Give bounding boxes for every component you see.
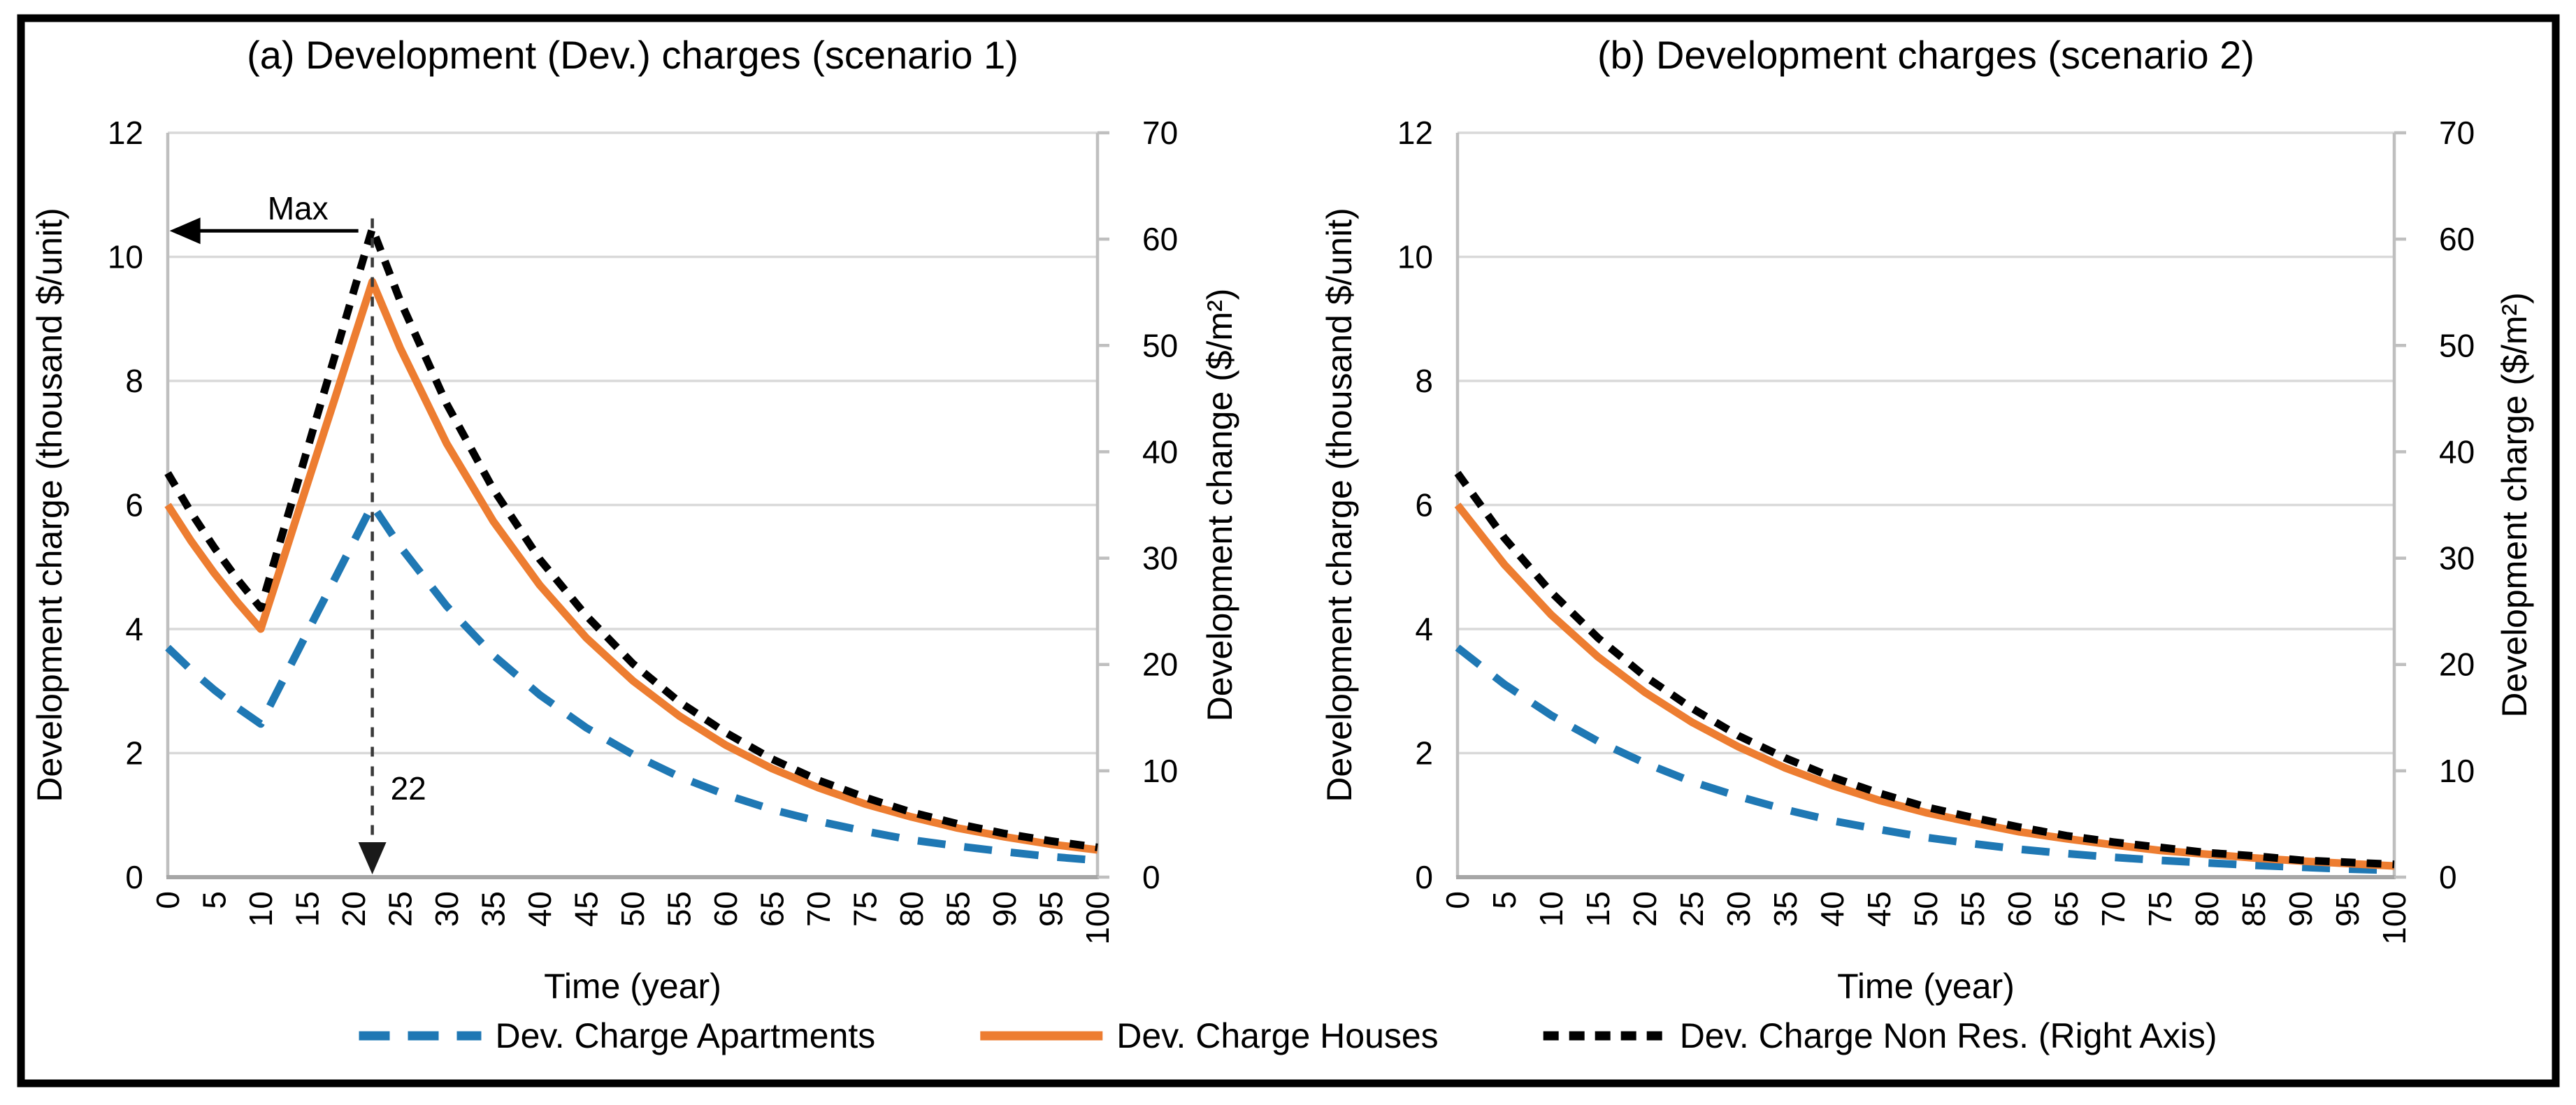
left-axis-tick-label: 2 bbox=[1415, 735, 1433, 772]
x-axis-tick-label: 100 bbox=[1079, 891, 1116, 945]
right-axis-tick-label: 60 bbox=[1142, 221, 1178, 257]
right-axis-tick-label: 0 bbox=[2439, 859, 2457, 895]
left-axis-tick-label: 2 bbox=[125, 735, 143, 772]
series-dev-charge-houses bbox=[164, 277, 1098, 854]
x-axis-tick-label: 95 bbox=[2329, 891, 2366, 927]
legend-label: Dev. Charge Non Res. (Right Axis) bbox=[1680, 1016, 2217, 1055]
left-axis-tick-label: 4 bbox=[125, 611, 143, 647]
left-axis-tick-label: 6 bbox=[1415, 487, 1433, 523]
left-axis-title: Development charge (thousand $/unit) bbox=[1320, 208, 1359, 802]
x-axis-tick-label: 25 bbox=[382, 891, 419, 927]
x-axis-tick-label: 30 bbox=[1720, 891, 1757, 927]
legend: Dev. Charge Apartments Dev. Charge Houses… bbox=[359, 1016, 2217, 1055]
x-axis-tick-label: 20 bbox=[336, 891, 372, 927]
x-axis-tick-label: 45 bbox=[1861, 891, 1897, 927]
right-axis-title: Development charge ($/m²) bbox=[2495, 292, 2534, 718]
x-axis-tick-label: 60 bbox=[707, 891, 744, 927]
left-axis-tick-label: 10 bbox=[1397, 239, 1433, 275]
x-axis-tick-label: 20 bbox=[1627, 891, 1663, 927]
x-axis-tick-label: 40 bbox=[521, 891, 558, 927]
x-axis-tick-label: 55 bbox=[1955, 891, 1991, 927]
series-dev-charge-non-res-right-axis bbox=[1454, 470, 2395, 869]
series-dev-charge-non-res-right-axis bbox=[164, 224, 1098, 851]
figure-border bbox=[17, 14, 2560, 1088]
x-axis-tick-label: 35 bbox=[1767, 891, 1804, 927]
x-axis-tick-label: 5 bbox=[1486, 891, 1523, 909]
right-axis-tick-label: 50 bbox=[1142, 327, 1178, 363]
left-axis-title: Development charge (thousand $/unit) bbox=[30, 208, 69, 802]
legend-label: Dev. Charge Houses bbox=[1116, 1016, 1438, 1055]
x-axis-tick-label: 90 bbox=[986, 891, 1023, 927]
panel-title: (b) Development charges (scenario 2) bbox=[1597, 33, 2254, 77]
x-axis-tick-label: 25 bbox=[1674, 891, 1710, 927]
x-axis-tick-label: 95 bbox=[1033, 891, 1070, 927]
x-axis-tick-label: 60 bbox=[2001, 891, 2038, 927]
legend-label: Dev. Charge Apartments bbox=[496, 1016, 876, 1055]
right-axis-tick-label: 40 bbox=[1142, 433, 1178, 470]
left-axis-tick-label: 6 bbox=[125, 487, 143, 523]
right-axis-tick-label: 30 bbox=[1142, 540, 1178, 577]
right-axis-tick-label: 70 bbox=[2439, 115, 2475, 151]
x-axis-tick-label: 45 bbox=[568, 891, 605, 927]
x-axis-tick-label: 100 bbox=[2376, 891, 2412, 945]
x-axis-tick-label: 90 bbox=[2282, 891, 2319, 927]
x-axis-tick-label: 80 bbox=[2189, 891, 2225, 927]
right-axis-tick-label: 10 bbox=[2439, 753, 2475, 789]
x-axis-tick-label: 75 bbox=[2142, 891, 2178, 927]
x-axis-tick-label: 15 bbox=[289, 891, 326, 927]
right-axis-title: Development change ($/m²) bbox=[1200, 289, 1239, 722]
x-axis-tick-label: 30 bbox=[429, 891, 465, 927]
right-axis-tick-label: 70 bbox=[1142, 115, 1178, 151]
x-axis-tick-label: 40 bbox=[1814, 891, 1850, 927]
x-axis-tick-label: 85 bbox=[2236, 891, 2272, 927]
right-axis-tick-label: 30 bbox=[2439, 540, 2475, 577]
x-axis-tick-label: 35 bbox=[475, 891, 512, 927]
x-axis-tick-label: 0 bbox=[1439, 891, 1476, 909]
series-dev-charge-apartments bbox=[165, 501, 1098, 865]
x-axis-tick-label: 50 bbox=[614, 891, 651, 927]
left-axis-tick-label: 8 bbox=[125, 363, 143, 399]
x-axis-title: Time (year) bbox=[544, 967, 721, 1006]
x-axis-title: Time (year) bbox=[1837, 967, 2015, 1006]
right-axis-tick-label: 0 bbox=[1142, 859, 1160, 895]
max-annotation-label: Max bbox=[268, 190, 329, 226]
x-axis-tick-label: 10 bbox=[243, 891, 279, 927]
peak-x-value-label: 22 bbox=[391, 770, 426, 807]
x-axis-tick-label: 50 bbox=[1908, 891, 1944, 927]
x-axis-tick-label: 75 bbox=[847, 891, 884, 927]
left-axis-tick-label: 10 bbox=[108, 239, 143, 275]
left-axis-tick-label: 12 bbox=[1397, 115, 1433, 151]
x-axis-tick-label: 70 bbox=[2095, 891, 2131, 927]
right-axis-tick-label: 50 bbox=[2439, 327, 2475, 363]
panel-title: (a) Development (Dev.) charges (scenario… bbox=[247, 33, 1019, 77]
left-axis-tick-label: 0 bbox=[1415, 859, 1433, 895]
x-axis-tick-label: 15 bbox=[1580, 891, 1616, 927]
right-axis-tick-label: 10 bbox=[1142, 753, 1178, 789]
left-axis-tick-label: 0 bbox=[125, 859, 143, 895]
x-axis-tick-label: 10 bbox=[1533, 891, 1569, 927]
max-arrow-head bbox=[169, 217, 201, 245]
x-axis-tick-label: 5 bbox=[196, 891, 233, 909]
right-axis-tick-label: 20 bbox=[2439, 647, 2475, 683]
peak-drop-arrow-head bbox=[358, 842, 387, 874]
x-axis-tick-label: 55 bbox=[661, 891, 698, 927]
left-axis-tick-label: 8 bbox=[1415, 363, 1433, 399]
right-axis-tick-label: 20 bbox=[1142, 647, 1178, 683]
x-axis-tick-label: 0 bbox=[150, 891, 186, 909]
x-axis-tick-label: 65 bbox=[754, 891, 791, 927]
x-axis-tick-label: 70 bbox=[800, 891, 837, 927]
x-axis-tick-label: 85 bbox=[940, 891, 977, 927]
annotations: Max 22 bbox=[169, 190, 426, 874]
x-axis-tick-label: 80 bbox=[893, 891, 930, 927]
left-axis-tick-label: 12 bbox=[108, 115, 143, 151]
x-axis-tick-label: 65 bbox=[2048, 891, 2085, 927]
left-axis-tick-label: 4 bbox=[1415, 611, 1433, 647]
right-axis-tick-label: 40 bbox=[2439, 433, 2475, 470]
right-axis-tick-label: 60 bbox=[2439, 221, 2475, 257]
